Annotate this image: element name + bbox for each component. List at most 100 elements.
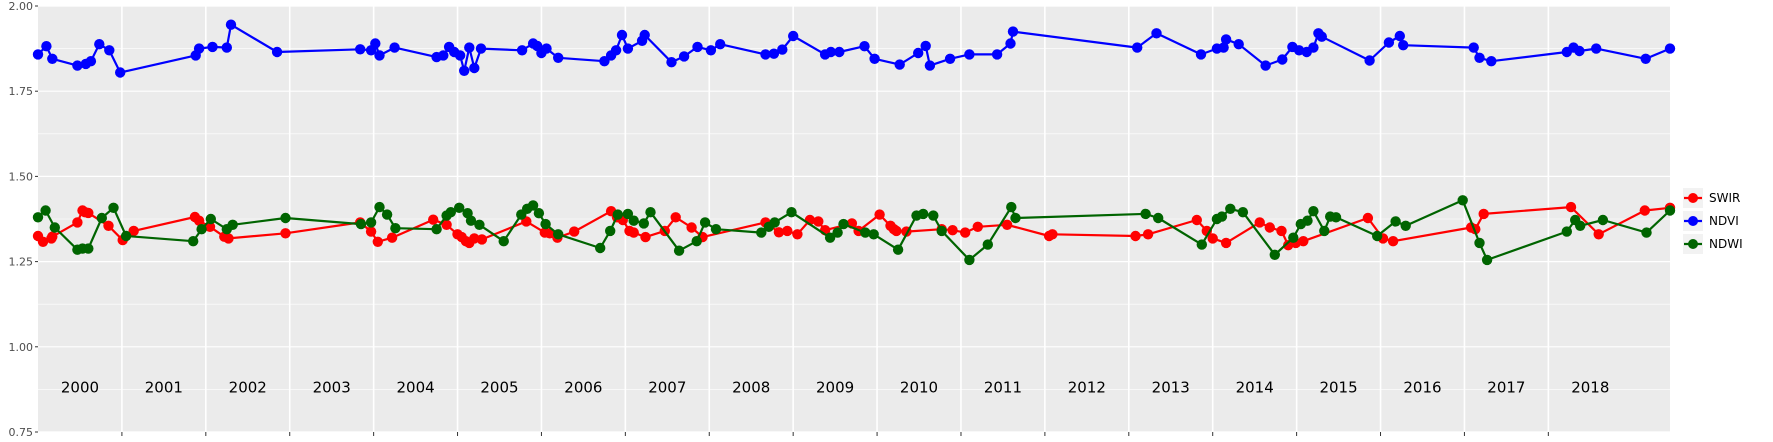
data-point-ndvi [639, 29, 650, 41]
data-point-ndvi [94, 39, 105, 50]
data-point-ndvi [913, 47, 924, 59]
data-point-swir [1593, 229, 1604, 240]
data-point-swir [891, 225, 902, 237]
data-point-ndwi [868, 229, 879, 240]
data-point-ndvi [469, 62, 480, 74]
data-point-ndvi [991, 49, 1003, 60]
data-point-swir [874, 209, 885, 220]
data-point-ndvi [692, 41, 703, 53]
data-point-ndwi [1302, 215, 1313, 226]
data-point-ndwi [540, 218, 551, 230]
data-point-ndwi [474, 219, 485, 230]
data-point-ndwi [533, 208, 545, 219]
data-point-ndvi [760, 49, 771, 60]
data-point-ndvi [1220, 34, 1232, 45]
data-point-ndvi [1260, 60, 1271, 71]
data-point-ndvi [1007, 26, 1019, 37]
data-point-swir [792, 229, 803, 240]
year-label: 2005 [480, 379, 518, 397]
series-ndvi [32, 19, 1676, 78]
data-point-ndwi [205, 213, 216, 225]
data-point-ndwi [1319, 225, 1330, 237]
data-point-ndwi [454, 202, 465, 213]
data-point-ndwi [769, 217, 780, 228]
data-point-swir [223, 233, 234, 244]
data-point-swir [1047, 229, 1058, 240]
data-point-ndwi [628, 215, 639, 226]
data-point-ndvi [32, 49, 44, 60]
data-point-ndwi [188, 236, 199, 247]
data-point-ndwi [691, 236, 702, 247]
data-point-ndvi [894, 59, 905, 70]
year-label: 2013 [1152, 379, 1190, 397]
data-point-ndwi [936, 225, 947, 237]
legend-label-ndvi: NDVI [1709, 214, 1739, 228]
data-point-ndvi [788, 30, 799, 42]
data-point-ndvi [438, 50, 449, 61]
data-point-ndwi [96, 212, 108, 224]
data-point-swir [1001, 219, 1013, 230]
data-point-ndwi [49, 222, 60, 233]
data-point-ndvi [616, 29, 628, 41]
data-point-ndwi [832, 227, 843, 238]
data-point-ndvi [859, 41, 870, 52]
year-label: 2008 [732, 379, 770, 397]
data-point-ndvi [459, 65, 470, 77]
data-point-ndwi [756, 227, 767, 238]
data-point-swir [670, 212, 681, 223]
data-point-ndwi [918, 208, 929, 220]
data-point-ndvi [1233, 39, 1244, 50]
data-point-ndvi [1151, 28, 1162, 39]
data-point-ndwi [964, 254, 975, 266]
data-point-swir [280, 228, 291, 239]
data-point-ndwi [527, 200, 539, 211]
data-point-ndvi [964, 49, 975, 60]
data-point-ndwi [1474, 237, 1485, 249]
data-point-swir [960, 227, 971, 238]
data-point-ndvi [464, 42, 475, 53]
data-point-ndwi [1597, 214, 1609, 226]
data-point-ndwi [595, 242, 606, 254]
year-label: 2015 [1319, 379, 1357, 397]
data-point-ndwi [673, 245, 685, 256]
data-point-swir [47, 231, 58, 242]
year-label: 2009 [816, 379, 854, 397]
data-point-ndvi [72, 60, 83, 71]
year-label: 2012 [1068, 379, 1106, 397]
data-point-ndwi [1237, 207, 1249, 218]
data-point-ndvi [678, 51, 690, 62]
data-point-swir [1387, 236, 1399, 247]
series-ndwi [32, 195, 1676, 266]
data-point-ndvi [599, 56, 610, 67]
y-tick-label: 1.75 [9, 85, 34, 98]
data-point-ndvi [389, 42, 400, 53]
data-point-swir [1565, 201, 1577, 213]
data-point-ndwi [645, 207, 656, 218]
year-label: 2004 [396, 379, 434, 397]
data-point-ndvi [768, 48, 780, 59]
legend-key-point [1688, 216, 1698, 226]
data-point-ndwi [445, 207, 456, 218]
data-point-ndwi [1575, 220, 1586, 231]
data-point-ndwi [1400, 220, 1411, 231]
year-label: 2006 [564, 379, 602, 397]
data-point-ndvi [221, 42, 232, 53]
data-point-ndvi [1277, 54, 1288, 65]
year-label: 2014 [1236, 379, 1274, 397]
data-point-ndwi [1308, 206, 1319, 217]
data-point-ndvi [1316, 31, 1328, 42]
data-point-swir [72, 217, 83, 228]
data-point-ndwi [1140, 208, 1151, 220]
data-point-ndwi [365, 217, 377, 228]
data-point-ndwi [374, 201, 385, 213]
data-point-swir [947, 225, 958, 236]
data-point-ndvi [622, 43, 634, 54]
data-point-ndvi [47, 53, 58, 64]
data-point-ndvi [1195, 49, 1207, 60]
year-label: 2017 [1487, 379, 1525, 397]
data-point-ndwi [1196, 239, 1208, 250]
data-point-ndwi [1481, 254, 1493, 266]
data-point-ndvi [1364, 55, 1375, 66]
data-point-ndvi [454, 50, 466, 61]
